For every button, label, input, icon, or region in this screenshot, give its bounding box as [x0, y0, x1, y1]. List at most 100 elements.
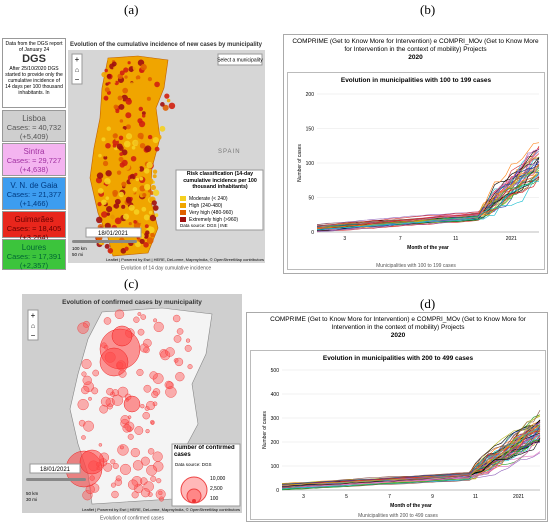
municipality-dot	[113, 66, 118, 71]
case-circle	[106, 387, 114, 396]
chart-panel: COMPRIME (Get to Know More for Intervent…	[246, 312, 548, 522]
municipality-dot	[147, 151, 153, 158]
card-delta: (+2,357)	[19, 261, 49, 270]
time-slider[interactable]	[72, 240, 137, 243]
case-circle	[120, 415, 130, 425]
municipality-dot	[147, 134, 153, 140]
zoom-in[interactable]: +	[75, 55, 80, 64]
case-circle	[81, 371, 87, 377]
case-circle	[153, 321, 164, 332]
municipality-dot	[118, 191, 124, 198]
y-axis-label: Number of cases	[297, 144, 303, 182]
case-circle	[160, 350, 171, 361]
case-circle	[140, 314, 147, 320]
municipality-dot	[129, 173, 136, 180]
legend-circle	[192, 499, 196, 503]
case-circle	[77, 399, 89, 411]
cases-map: Evolution of confirmed cases by municipa…	[22, 294, 242, 522]
legend-title: Risk classification (14-day cumulative i…	[183, 171, 257, 190]
x-axis-label: Month of the year	[407, 245, 449, 251]
select-button[interactable]	[217, 53, 263, 66]
municipality-dot	[123, 67, 129, 73]
case-circle	[81, 386, 90, 395]
panel-label: (d)	[420, 296, 436, 311]
municipality-card[interactable]: Sintra Cases: ≈ 29,727 (+4,638)	[2, 143, 66, 176]
case-circle	[99, 347, 129, 377]
municipality-dot	[129, 82, 135, 88]
case-circle	[176, 328, 184, 335]
card-delta: (+5,409)	[19, 132, 49, 141]
legend-size: 100	[210, 496, 219, 502]
municipality-dot	[118, 104, 125, 110]
case-circle	[174, 357, 184, 367]
zoom-controls[interactable]	[71, 53, 83, 85]
footer-bar	[22, 513, 242, 522]
zoom-controls[interactable]	[27, 309, 39, 341]
date: 18/01/2021	[98, 231, 129, 237]
municipality-dot	[124, 246, 129, 251]
municipality-dot	[105, 170, 112, 177]
case-circle	[111, 394, 124, 406]
municipality-dot	[146, 161, 153, 169]
municipality-dot	[121, 204, 126, 209]
case-circle	[155, 489, 166, 500]
case-circle	[172, 314, 181, 323]
chart-frame	[287, 72, 545, 270]
case-circle	[82, 490, 93, 501]
municipality-card[interactable]: Lisboa Cases: ≈ 40,732 (+5,409)	[2, 110, 66, 142]
y-tick-label: 100	[271, 464, 280, 470]
date: 18/01/2021	[40, 467, 71, 473]
municipality-dot	[132, 64, 140, 72]
case-circle	[159, 349, 168, 358]
case-circle	[165, 386, 177, 398]
municipality-dot	[102, 184, 107, 189]
legend	[175, 169, 264, 231]
x-tick-label: 2021	[506, 236, 517, 242]
case-circle	[110, 391, 116, 397]
municipality-dot	[143, 183, 151, 191]
card-name: V. N. de Gaia	[10, 181, 58, 190]
municipality-dot	[150, 185, 156, 191]
municipality-dot	[131, 145, 136, 150]
y-tick-label: 300	[271, 416, 280, 422]
case-circle	[115, 475, 122, 482]
select-label[interactable]: Select a municipality	[217, 58, 263, 64]
time-slider[interactable]	[26, 478, 86, 481]
case-circle	[152, 401, 158, 407]
municipality-dot	[137, 217, 144, 224]
series-line	[316, 175, 540, 227]
municipality-card[interactable]: Loures Cases: ≈ 17,391 (+2,357)	[2, 239, 66, 270]
y-tick-label: 150	[306, 126, 315, 132]
y-tick-label: 0	[311, 230, 314, 236]
y-tick-label: 100	[306, 161, 315, 167]
home[interactable]: ⌂	[75, 67, 79, 74]
municipality-card[interactable]: V. N. de Gaia Cases: ≈ 21,377 (+1,466)	[2, 177, 66, 210]
municipality-dot	[152, 169, 158, 174]
municipality-dot	[133, 165, 141, 173]
municipality-dot	[146, 237, 154, 244]
municipality-dot	[143, 241, 149, 248]
case-circle	[187, 364, 193, 370]
case-circle	[100, 396, 111, 407]
legend-item: Very high (480-960)	[189, 210, 233, 216]
legend-swatch	[180, 203, 186, 208]
zoom-out[interactable]: −	[75, 75, 80, 84]
municipality-dot	[154, 146, 160, 152]
municipality-dot	[141, 206, 147, 212]
case-circle	[146, 400, 156, 411]
municipality-dot	[109, 212, 116, 220]
zoom-out[interactable]: −	[31, 331, 36, 340]
municipality-dot	[149, 214, 157, 222]
footer: Evolution of confirmed cases	[100, 516, 164, 522]
chart-panel: COMPRIME (Get to Know More for Intervent…	[283, 34, 548, 274]
home[interactable]: ⌂	[31, 323, 35, 330]
case-circle	[98, 443, 103, 447]
legend-source: Data source: DGS	[175, 462, 212, 467]
municipality-dot	[108, 83, 114, 89]
municipality-dot	[112, 143, 117, 148]
municipality-dot	[95, 216, 103, 224]
municipality-card[interactable]: Guimarães Cases: ≈ 18,405 (+3,264)	[2, 211, 66, 242]
case-circle	[137, 328, 145, 336]
zoom-in[interactable]: +	[31, 311, 36, 320]
case-circle	[133, 316, 140, 323]
